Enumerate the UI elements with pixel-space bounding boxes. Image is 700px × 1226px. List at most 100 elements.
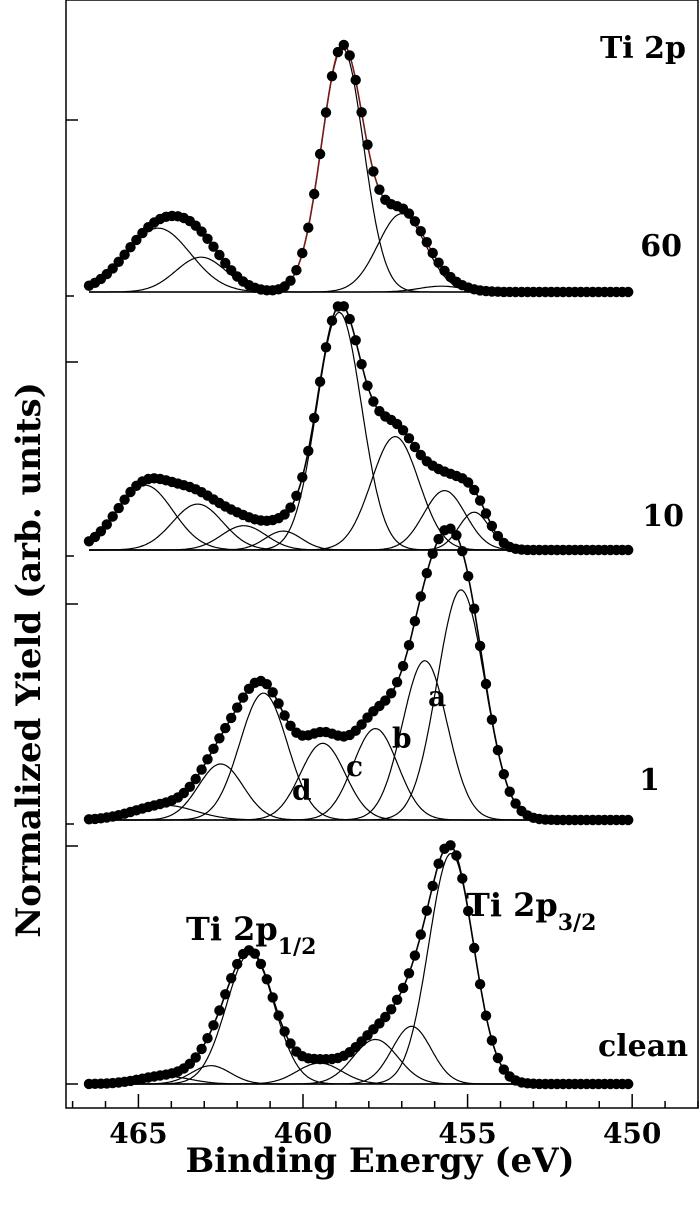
data-point xyxy=(314,148,326,160)
data-point xyxy=(119,494,130,505)
data-point xyxy=(403,640,415,651)
data-point xyxy=(356,719,367,730)
data-point xyxy=(190,773,201,785)
data-point xyxy=(486,714,498,725)
data-point xyxy=(492,745,504,756)
component-peak xyxy=(89,435,633,551)
data-point xyxy=(623,1078,634,1090)
data-point xyxy=(202,1033,213,1044)
data-point xyxy=(510,798,521,809)
panel-label-1: 1 xyxy=(639,763,660,798)
data-point xyxy=(279,509,290,520)
data-point xyxy=(232,958,243,970)
data-point xyxy=(220,722,231,734)
data-point xyxy=(492,1052,504,1064)
ti-2p12-label: Ti 2p1/2 xyxy=(186,910,316,960)
panel-label-60: 60 xyxy=(640,229,682,264)
component-label-c: c xyxy=(346,750,363,783)
data-point xyxy=(356,107,367,118)
data-point xyxy=(220,257,231,269)
component-peak xyxy=(89,47,633,293)
data-point xyxy=(498,1064,509,1075)
data-point xyxy=(474,495,486,506)
data-point xyxy=(463,571,474,582)
data-point xyxy=(374,184,385,195)
data-point xyxy=(226,973,237,984)
ti-2p32-text: Ti 2p xyxy=(466,886,558,924)
ti-2p12-subscript: 1/2 xyxy=(278,934,317,960)
data-point xyxy=(320,342,332,353)
data-point xyxy=(623,814,634,826)
data-point xyxy=(486,520,498,532)
data-point xyxy=(202,233,213,244)
data-point xyxy=(214,1005,225,1016)
data-point xyxy=(131,234,142,246)
data-point xyxy=(397,425,409,436)
data-point xyxy=(403,433,415,444)
panel-60 xyxy=(83,39,634,298)
data-point xyxy=(474,640,486,652)
data-point xyxy=(421,905,432,916)
data-point xyxy=(291,490,302,501)
data-point xyxy=(421,568,432,579)
component-peak xyxy=(89,213,633,293)
data-point xyxy=(208,241,219,252)
x-tick-label: 450 xyxy=(603,1117,661,1150)
data-point xyxy=(113,502,124,514)
data-point xyxy=(451,850,462,861)
data-point xyxy=(368,166,379,177)
data-point xyxy=(445,840,456,851)
data-point xyxy=(279,710,290,721)
data-point xyxy=(415,226,426,237)
data-point xyxy=(427,548,438,559)
component-peak xyxy=(88,227,633,293)
data-point xyxy=(474,979,486,990)
data-point xyxy=(350,74,361,86)
data-point xyxy=(196,226,207,237)
data-point xyxy=(427,880,438,892)
data-point xyxy=(504,786,515,797)
data-point xyxy=(326,315,338,326)
data-point xyxy=(208,1020,219,1031)
x-tick-label: 455 xyxy=(438,1117,496,1150)
y-axis-title: Normalized Yield (arb. units) xyxy=(9,382,49,938)
data-point xyxy=(208,743,219,754)
data-point xyxy=(285,502,296,513)
component-peak xyxy=(89,952,633,1085)
data-point xyxy=(623,286,634,298)
panel-label-10: 10 xyxy=(642,499,684,534)
data-point xyxy=(267,992,278,1003)
data-point xyxy=(480,508,492,519)
data-point xyxy=(380,1011,391,1023)
data-point xyxy=(309,188,320,200)
data-point xyxy=(119,249,130,260)
x-tick-label: 465 xyxy=(109,1117,167,1150)
data-point xyxy=(107,263,118,274)
data-point xyxy=(409,950,421,961)
data-point xyxy=(427,247,438,259)
data-point xyxy=(320,107,332,118)
data-point xyxy=(463,477,474,488)
data-point xyxy=(469,603,480,614)
data-point xyxy=(338,301,349,312)
data-point xyxy=(95,526,107,537)
data-point xyxy=(409,216,421,227)
data-point xyxy=(332,46,344,58)
data-point xyxy=(249,948,261,959)
data-point xyxy=(107,511,118,522)
data-point xyxy=(397,660,409,672)
data-point xyxy=(498,769,509,780)
data-point xyxy=(190,1052,201,1063)
data-point xyxy=(196,1043,207,1055)
data-point xyxy=(457,546,468,557)
ti-2p12-text: Ti 2p xyxy=(186,910,278,948)
data-point xyxy=(232,702,243,713)
data-point xyxy=(291,265,302,276)
data-point xyxy=(344,50,355,61)
data-point xyxy=(463,905,474,917)
data-point xyxy=(415,591,426,602)
data-point xyxy=(391,994,403,1005)
data-point xyxy=(421,237,432,248)
data-point xyxy=(285,275,296,286)
